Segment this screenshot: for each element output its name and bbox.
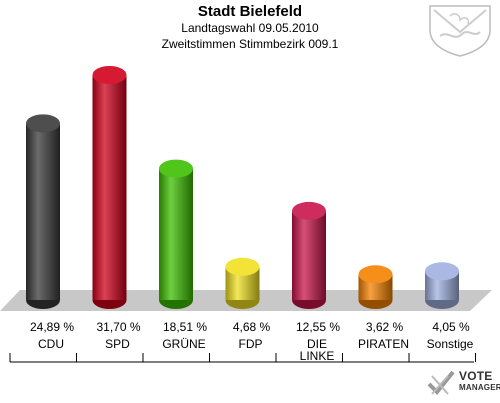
value-label: 12,55 % <box>296 320 340 334</box>
bar-die-linke <box>292 201 326 309</box>
logo-text-manager: MANAGER <box>459 383 500 392</box>
bar-cap <box>159 159 193 178</box>
bar-grüne <box>159 159 193 309</box>
value-label: 4,05 % <box>432 320 470 334</box>
category-label: FDP <box>239 337 263 351</box>
logo-text-vote: VOTE <box>459 369 493 383</box>
category-label: GRÜNE <box>162 337 205 351</box>
bar-cap <box>225 257 260 276</box>
category-label: DIE <box>307 337 327 351</box>
bar-spd <box>92 66 127 309</box>
bar-body <box>26 123 60 300</box>
bar-cap <box>92 66 127 84</box>
bar-body <box>292 210 326 300</box>
chart-subtitle-district: Zweitstimmen Stimmbezirk 009.1 <box>161 37 339 51</box>
bar-piraten <box>358 265 393 309</box>
bar-cap <box>425 262 459 281</box>
vote-manager-logo <box>426 368 500 398</box>
value-label: 18,51 % <box>163 320 207 334</box>
chart-subtitle-election: Landtagswahl 09.05.2010 <box>181 21 319 35</box>
bar-fdp <box>225 257 260 309</box>
bar-cap <box>26 114 60 133</box>
category-label: PIRATEN <box>358 337 409 351</box>
bar-cap <box>292 201 326 220</box>
checkmark-icon <box>427 370 455 395</box>
value-label: 31,70 % <box>96 320 140 334</box>
category-label: Sonstige <box>427 337 474 351</box>
value-label: 4,68 % <box>233 320 271 334</box>
category-label: LINKE <box>300 349 335 363</box>
value-label: 3,62 % <box>366 320 404 334</box>
chart-title: Stadt Bielefeld <box>197 3 303 20</box>
bar-sonstige <box>425 262 459 309</box>
category-label: SPD <box>105 337 130 351</box>
bar-body <box>159 168 193 300</box>
category-label: CDU <box>38 337 64 351</box>
bar-body <box>92 75 127 300</box>
coat-of-arms-icon <box>429 5 491 57</box>
bar-cap <box>358 265 393 284</box>
bar-cdu <box>26 114 60 309</box>
value-label: 24,89 % <box>30 320 74 334</box>
